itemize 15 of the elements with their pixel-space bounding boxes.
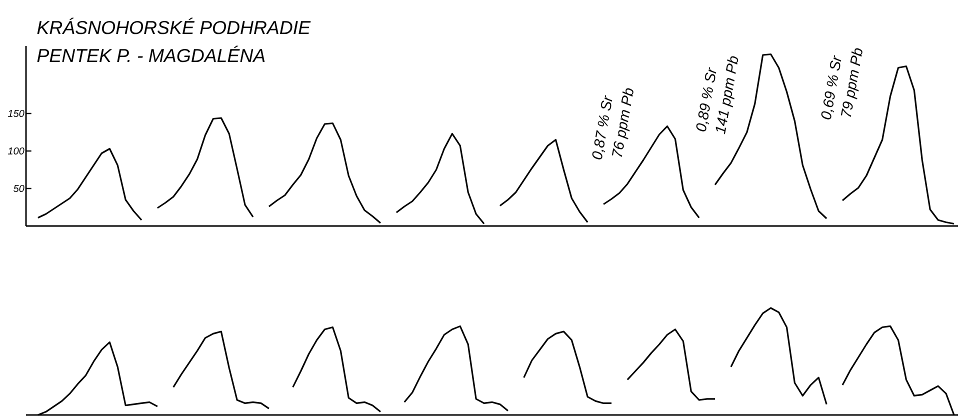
annotation: 0,87 % Sr	[592, 95, 612, 160]
line-series	[499, 138, 588, 224]
line-series	[268, 122, 382, 224]
annotation: 0,69 % Sr	[821, 55, 842, 120]
annotation: 0,89 % Sr	[696, 67, 716, 132]
annotation: 79 ppm Pb	[840, 48, 862, 117]
chart-title: KRÁSNOHORSKÉ PODHRADIE	[37, 18, 311, 34]
y-tick-label: 150	[8, 110, 24, 118]
y-tick-label: 50	[14, 184, 24, 192]
line-series	[156, 117, 254, 218]
chart-subtitle: PENTEK P. - MAGDALÉNA	[37, 46, 265, 62]
annotation: 141 ppm Pb	[716, 56, 738, 134]
y-tick-label: 100	[8, 147, 24, 155]
line-series	[37, 148, 142, 221]
annotation: 76 ppm Pb	[612, 88, 634, 157]
